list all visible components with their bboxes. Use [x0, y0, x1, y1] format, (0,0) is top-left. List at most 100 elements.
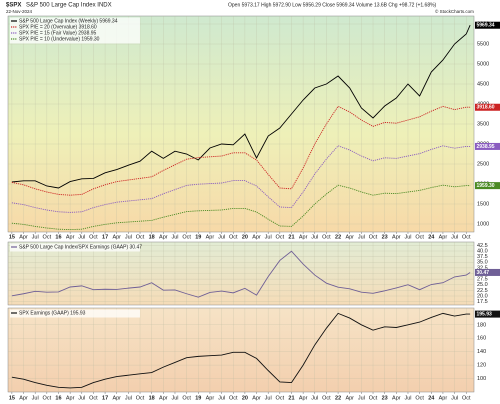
x-tick-label: Apr: [439, 234, 448, 240]
x-tick-label: 17: [102, 234, 108, 240]
y-tick-label: 1500: [477, 201, 489, 207]
y-tick-label: 27.5: [477, 277, 488, 283]
x-tick-label: Jul: [32, 234, 39, 240]
x-tick-label: Oct: [462, 234, 471, 240]
x-tick-label: Apr: [439, 395, 448, 401]
x-tick-label: Apr: [66, 395, 75, 401]
last-value-box: [475, 310, 500, 318]
series-line: [11, 312, 471, 389]
x-tick-label: Apr: [159, 234, 168, 240]
legend-box: [10, 17, 140, 44]
x-tick-label: Oct: [415, 234, 424, 240]
x-tick-label: Apr: [392, 234, 401, 240]
x-tick-label: 20: [242, 395, 248, 401]
y-tick-label: 37.5: [477, 254, 488, 260]
y-tick-label: 140: [477, 349, 486, 355]
x-tick-label: Apr: [159, 395, 168, 401]
y-tick-label: 40.0: [477, 248, 488, 254]
x-tick-label: 18: [149, 234, 155, 240]
legend-box: [10, 243, 140, 252]
x-tick-label: 22: [335, 395, 341, 401]
x-tick-label: Oct: [276, 234, 285, 240]
last-value-label: 30.47: [477, 270, 490, 276]
x-tick-label: 15: [9, 395, 15, 401]
y-tick-label: 20.0: [477, 293, 488, 299]
symbol: $SPX: [6, 3, 21, 9]
x-tick-label: Apr: [345, 234, 354, 240]
last-value-label: 195.93: [477, 311, 493, 317]
legend-label: SPX P/E = 10 (Undervalue) 1959.30: [19, 36, 100, 42]
x-tick-label: Apr: [112, 395, 121, 401]
x-tick-label: Jul: [171, 395, 178, 401]
legend-box: [10, 309, 140, 318]
x-tick-label: Apr: [252, 234, 261, 240]
x-tick-label: Oct: [182, 395, 191, 401]
x-tick-label: Jul: [125, 395, 132, 401]
legend-label: SPX P/E = 15 (Fair Value) 2938.95: [19, 30, 97, 36]
x-tick-label: Jul: [265, 234, 272, 240]
y-tick-label: 17.5: [477, 299, 488, 305]
last-value-box: [475, 182, 500, 190]
x-tick-label: Oct: [136, 395, 145, 401]
x-tick-label: 18: [149, 395, 155, 401]
y-tick-label: 5000: [477, 61, 489, 67]
y-tick-label: 42.5: [477, 243, 488, 249]
x-tick-label: Jul: [358, 395, 365, 401]
y-tick-label: 160: [477, 336, 486, 342]
y-tick-label: 35.0: [477, 260, 488, 266]
x-tick-label: Oct: [415, 395, 424, 401]
x-tick-label: Jul: [32, 395, 39, 401]
y-tick-label: 120: [477, 363, 486, 369]
y-tick-label: 32.5: [477, 265, 488, 271]
y-tick-label: 1000: [477, 221, 489, 227]
x-tick-label: 15: [9, 234, 15, 240]
x-tick-label: Jul: [78, 395, 85, 401]
x-tick-label: Oct: [229, 234, 238, 240]
x-tick-label: Oct: [89, 234, 98, 240]
x-tick-label: Apr: [345, 395, 354, 401]
series-line: [11, 25, 471, 189]
x-tick-label: 19: [195, 234, 201, 240]
x-tick-label: Oct: [462, 395, 471, 401]
series-line: [11, 250, 471, 298]
y-tick-label: 100: [477, 376, 486, 382]
x-tick-label: 17: [102, 395, 108, 401]
x-tick-label: Apr: [299, 234, 308, 240]
legend-label: SPX P/E = 20 (Overvalue) 3918.60: [19, 24, 97, 30]
y-tick-label: 22.5: [477, 288, 488, 294]
y-tick-label: 25.0: [477, 282, 488, 288]
date: 22-Nov-2024: [6, 9, 33, 14]
last-value-box: [475, 103, 500, 111]
y-tick-label: 180: [477, 322, 486, 328]
x-tick-label: Jul: [451, 234, 458, 240]
x-tick-label: Oct: [229, 395, 238, 401]
x-tick-label: Jul: [265, 395, 272, 401]
x-tick-label: Apr: [19, 234, 28, 240]
x-tick-label: Oct: [136, 234, 145, 240]
x-tick-label: Oct: [182, 234, 191, 240]
x-tick-label: 19: [195, 395, 201, 401]
series-line: [11, 105, 471, 196]
last-value-box: [475, 142, 500, 150]
x-tick-label: Jul: [311, 395, 318, 401]
x-tick-label: Oct: [322, 234, 331, 240]
y-tick-label: 4500: [477, 81, 489, 87]
x-tick-label: Apr: [252, 395, 261, 401]
credit: © StockCharts.com: [435, 8, 474, 14]
x-tick-label: Oct: [322, 395, 331, 401]
x-tick-label: 23: [382, 395, 388, 401]
x-tick-label: Apr: [206, 395, 215, 401]
x-tick-label: Oct: [43, 395, 52, 401]
x-tick-label: Oct: [276, 395, 285, 401]
x-tick-label: 20: [242, 234, 248, 240]
x-tick-label: Jul: [218, 234, 225, 240]
x-tick-label: Oct: [89, 395, 98, 401]
x-tick-label: 24: [428, 234, 435, 240]
x-tick-label: Jul: [125, 234, 132, 240]
series-line: [11, 145, 471, 213]
series-line: [11, 184, 471, 231]
y-tick-label: 3500: [477, 121, 489, 127]
legend-label: SPX Earnings (GAAP) 195.93: [19, 310, 86, 316]
ohlc: Open 5973.17 High 5972.90 Low 5956.29 Cl…: [228, 2, 437, 8]
